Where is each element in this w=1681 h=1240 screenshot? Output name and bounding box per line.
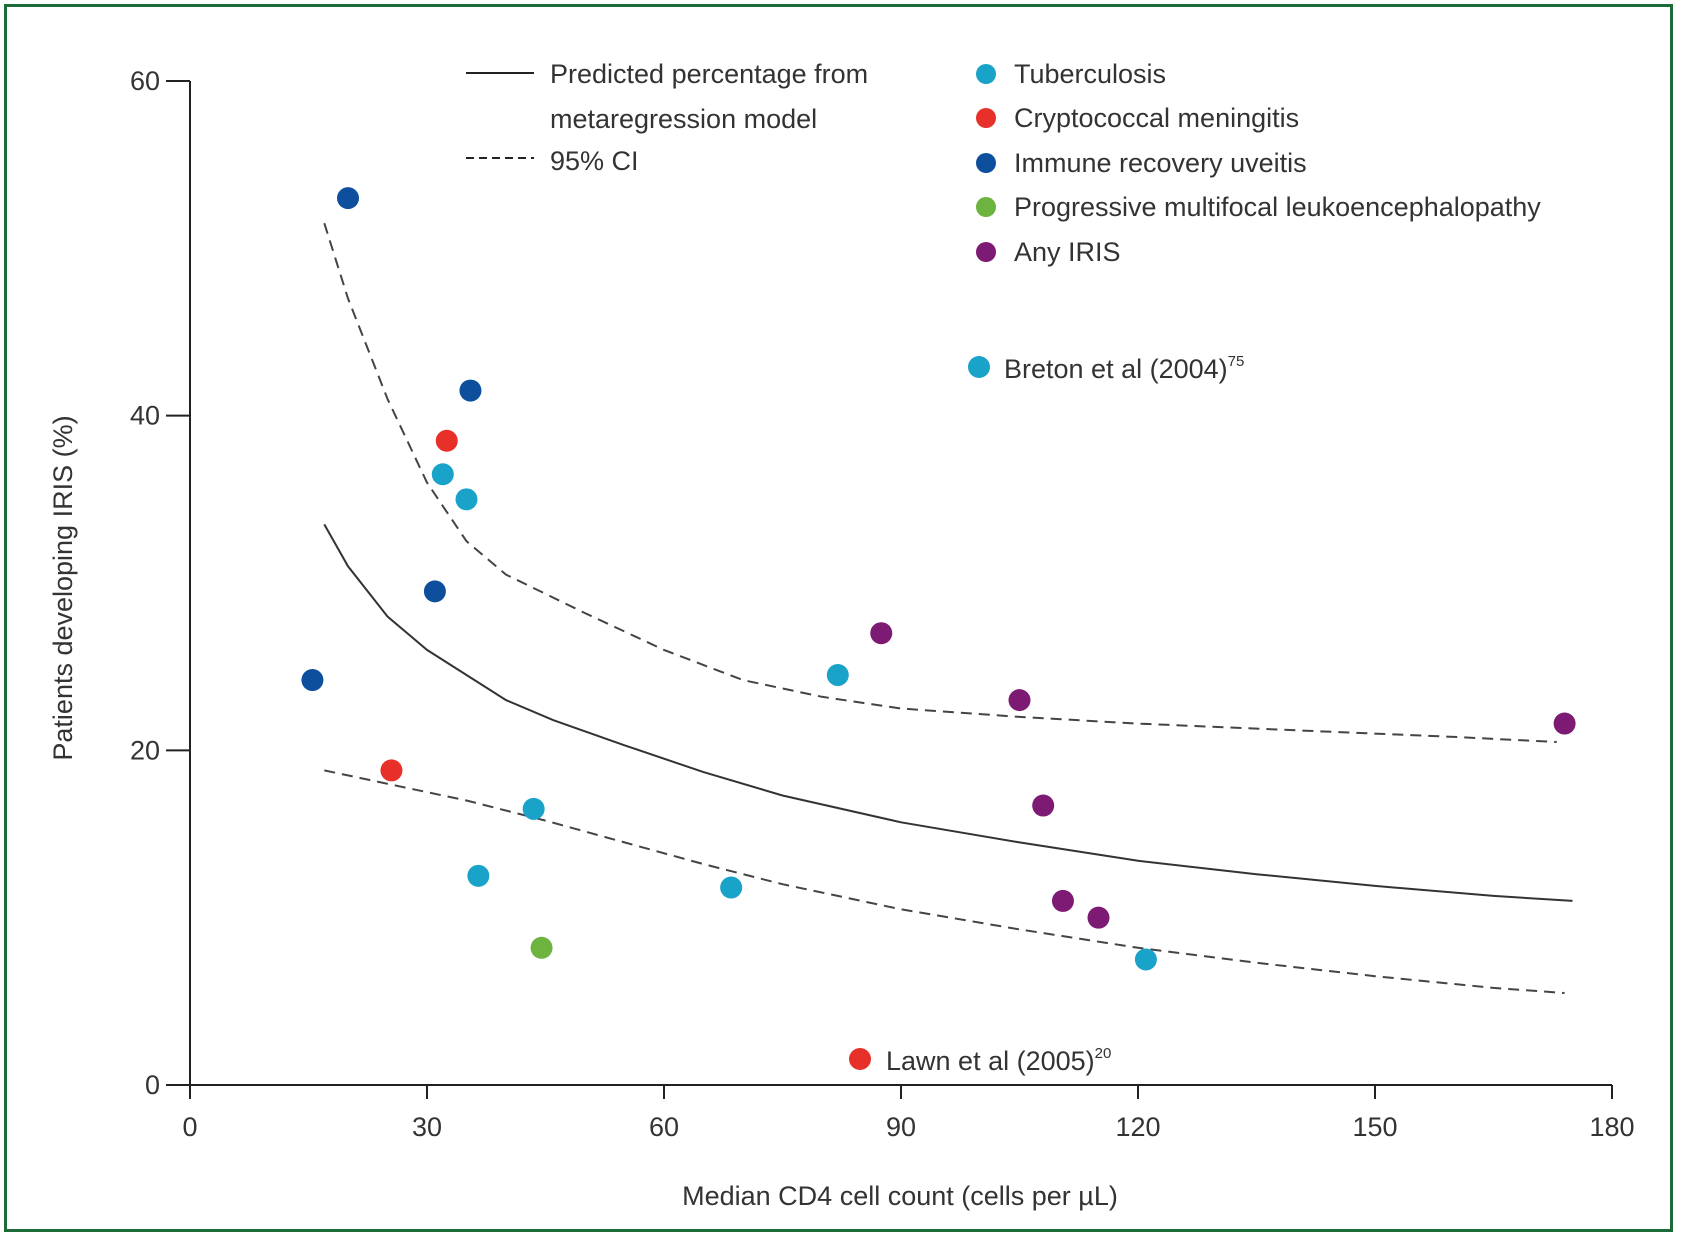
legend-dot-uveitis xyxy=(976,153,996,173)
point-immune-recovery-uveitis xyxy=(459,379,482,402)
y-axis-label: Patients developing IRIS (%) xyxy=(48,415,78,760)
annotations: Breton et al (2004)75 Lawn et al (2005)2… xyxy=(849,353,1244,1076)
legend-label-cryptococcal: Cryptococcal meningitis xyxy=(1014,103,1299,133)
point-immune-recovery-uveitis xyxy=(423,580,446,603)
x-tick-label: 120 xyxy=(1115,1112,1160,1142)
legend-dot-any-iris xyxy=(976,242,996,262)
point-progressive-multifocal-leukoencephalopathy xyxy=(530,936,553,959)
point-tuberculosis xyxy=(455,488,478,511)
x-tick-label: 60 xyxy=(649,1112,679,1142)
point-any-iris xyxy=(1032,794,1055,817)
point-tuberculosis xyxy=(826,664,849,687)
point-tuberculosis xyxy=(1134,948,1157,971)
annotation-lawn: Lawn et al (2005)20 xyxy=(886,1045,1111,1076)
y-tick-label: 60 xyxy=(130,66,160,96)
legend: Predicted percentage from metaregression… xyxy=(466,59,1541,267)
x-tick-label: 30 xyxy=(412,1112,442,1142)
legend-line-label: metaregression model xyxy=(550,104,817,134)
x-tick-label: 150 xyxy=(1352,1112,1397,1142)
legend-dot-pml xyxy=(976,197,996,217)
figure-frame xyxy=(4,4,1673,1232)
point-any-iris xyxy=(1008,689,1031,712)
point-any-iris xyxy=(1553,712,1576,735)
point-immune-recovery-uveitis xyxy=(301,669,324,692)
point-tuberculosis xyxy=(720,876,743,899)
legend-label-tuberculosis: Tuberculosis xyxy=(1014,59,1166,89)
legend-dot-cryptococcal xyxy=(976,108,996,128)
point-cryptococcal-meningitis xyxy=(435,429,458,452)
point-any-iris xyxy=(1087,906,1110,929)
legend-dot-tuberculosis xyxy=(976,64,996,84)
annotation-dot-breton xyxy=(968,356,990,378)
fit-lines xyxy=(323,222,1573,994)
data-points xyxy=(301,187,1576,971)
point-tuberculosis xyxy=(467,864,490,887)
point-any-iris xyxy=(870,622,893,645)
axes xyxy=(189,81,1612,1086)
legend-label-pml: Progressive multifocal leukoencephalopat… xyxy=(1014,192,1541,222)
point-immune-recovery-uveitis xyxy=(337,187,359,210)
y-tick-label: 0 xyxy=(145,1070,160,1100)
x-tick-label: 90 xyxy=(886,1112,916,1142)
x-axis-label: Median CD4 cell count (cells per µL) xyxy=(682,1181,1118,1211)
point-tuberculosis xyxy=(431,463,454,486)
legend-line-label: Predicted percentage from xyxy=(550,59,868,89)
x-tick-label: 0 xyxy=(182,1112,197,1142)
legend-label-uveitis: Immune recovery uveitis xyxy=(1014,148,1307,178)
point-any-iris xyxy=(1051,889,1074,912)
x-tick-label: 180 xyxy=(1589,1112,1634,1142)
legend-label-any-iris: Any IRIS xyxy=(1014,237,1121,267)
annotation-breton: Breton et al (2004)75 xyxy=(1004,353,1244,384)
ci-line-1 xyxy=(323,222,1557,743)
legend-line-label: 95% CI xyxy=(550,146,639,176)
point-cryptococcal-meningitis xyxy=(380,759,403,782)
ci-line-2 xyxy=(324,769,1565,994)
point-tuberculosis xyxy=(522,797,545,820)
ticks: 0 30 60 90 120 150 180 0 20 40 60 xyxy=(130,66,1635,1142)
predicted-line xyxy=(323,523,1573,902)
y-tick-label: 20 xyxy=(130,735,160,765)
y-tick-label: 40 xyxy=(130,401,160,431)
annotation-dot-lawn xyxy=(849,1048,871,1070)
